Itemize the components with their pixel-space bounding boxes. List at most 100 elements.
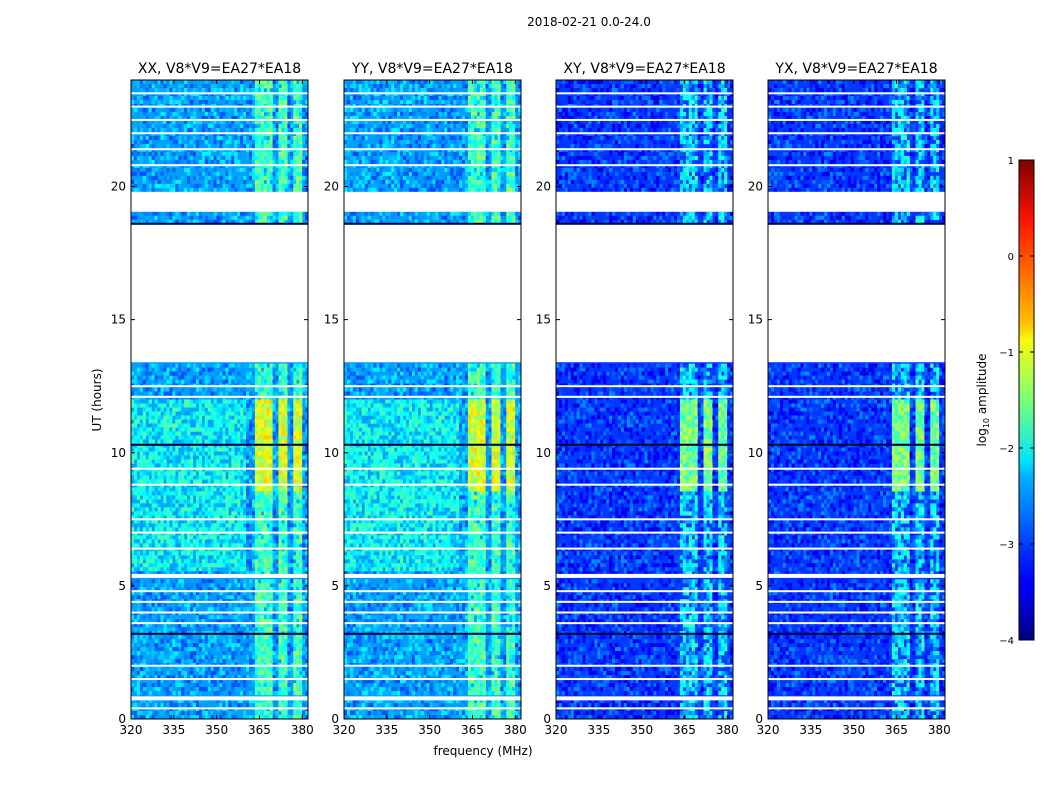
heatmap-cell — [275, 107, 279, 113]
heatmap-cell — [172, 603, 176, 608]
heatmap-cell — [257, 527, 262, 532]
heatmap-cell — [254, 411, 259, 416]
heatmap-cell — [163, 135, 167, 141]
heatmap-cell — [175, 591, 179, 596]
heatmap-cell — [145, 487, 149, 492]
heatmap-cell — [210, 431, 214, 436]
heatmap-cell — [260, 487, 265, 492]
heatmap-cell — [172, 507, 176, 512]
heatmap-cell — [266, 155, 270, 161]
heatmap-cell — [139, 387, 144, 392]
heatmap-cell — [254, 87, 259, 93]
heatmap-cell — [216, 503, 220, 508]
heatmap-cell — [296, 579, 300, 584]
heatmap-cell — [260, 459, 265, 464]
heatmap-cell — [249, 459, 253, 464]
heatmap-cell — [281, 571, 285, 576]
heatmap-cell — [231, 95, 235, 101]
heatmap-cell — [216, 639, 220, 644]
heatmap-cell — [272, 215, 276, 221]
heatmap-cell — [284, 119, 288, 125]
heatmap-cell — [237, 475, 241, 480]
heatmap-cell — [302, 567, 306, 572]
heatmap-cell — [254, 579, 259, 584]
heatmap-cell — [237, 639, 241, 644]
heatmap-cell — [249, 587, 253, 592]
heatmap-cell — [234, 419, 238, 424]
heatmap-cell — [210, 571, 214, 576]
heatmap-cell — [284, 615, 288, 620]
heatmap-cell — [240, 463, 244, 468]
heatmap-cell — [246, 119, 250, 125]
heatmap-cell — [284, 87, 288, 93]
heatmap-cell — [299, 99, 303, 105]
heatmap-cell — [281, 643, 285, 648]
heatmap-cell — [251, 87, 256, 93]
heatmap-cell — [139, 159, 144, 165]
heatmap-cell — [225, 375, 229, 380]
heatmap-cell — [260, 80, 265, 85]
heatmap-cell — [284, 479, 288, 484]
heatmap-cell — [228, 527, 232, 532]
heatmap-cell — [260, 139, 265, 145]
heatmap-cell — [139, 567, 144, 572]
heatmap-cell — [157, 99, 161, 105]
heatmap-cell — [284, 567, 288, 572]
heatmap-cell — [181, 515, 185, 520]
heatmap-cell — [157, 559, 161, 564]
heatmap-cell — [231, 615, 235, 620]
heatmap-cell — [148, 387, 152, 392]
heatmap-cell — [231, 419, 235, 424]
heatmap-cell — [210, 219, 214, 225]
heatmap-cell — [269, 80, 273, 85]
heatmap-cell — [299, 491, 303, 496]
heatmap-cell — [302, 627, 306, 632]
heatmap-cell — [207, 431, 211, 436]
heatmap-cell — [145, 619, 149, 624]
heatmap-cell — [251, 671, 256, 676]
heatmap-cell — [184, 671, 188, 676]
heatmap-cell — [187, 95, 191, 101]
heatmap-cell — [139, 555, 144, 560]
heatmap-cell — [181, 671, 185, 676]
heatmap-cell — [228, 439, 232, 444]
heatmap-cell — [302, 455, 306, 460]
heatmap-cell — [219, 503, 223, 508]
heatmap-cell — [154, 111, 158, 117]
heatmap-cell — [184, 371, 188, 376]
heatmap-cell — [204, 635, 208, 640]
heatmap-cell — [257, 151, 262, 157]
heatmap-cell — [287, 139, 291, 145]
heatmap-cell — [139, 615, 144, 620]
heatmap-cell — [260, 587, 265, 592]
heatmap-cell — [234, 439, 238, 444]
heatmap-cell — [157, 183, 161, 189]
heatmap-cell — [290, 127, 294, 133]
heatmap-cell — [148, 675, 152, 680]
heatmap-cell — [136, 135, 141, 141]
heatmap-cell — [187, 127, 191, 133]
heatmap-cell — [222, 415, 226, 420]
heatmap-cell — [169, 415, 173, 420]
heatmap-cell — [302, 139, 306, 145]
heatmap-cell — [187, 415, 191, 420]
heatmap-cell — [251, 427, 256, 432]
heatmap-cell — [145, 503, 149, 508]
heatmap-cell — [287, 367, 291, 372]
heatmap-cell — [269, 159, 273, 165]
heatmap-cell — [249, 567, 253, 572]
heatmap-cell — [157, 179, 161, 185]
heatmap-cell — [210, 411, 214, 416]
heatmap-cell — [246, 375, 250, 380]
heatmap-cell — [260, 563, 265, 568]
heatmap-cell — [266, 623, 270, 628]
heatmap-cell — [172, 447, 176, 452]
heatmap-cell — [228, 99, 232, 105]
heatmap-cell — [190, 559, 194, 564]
heatmap-cell — [163, 507, 167, 512]
heatmap-cell — [257, 475, 262, 480]
heatmap-cell — [166, 543, 170, 548]
heatmap-cell — [293, 427, 297, 432]
heatmap-cell — [145, 119, 149, 125]
heatmap-cell — [257, 115, 262, 121]
